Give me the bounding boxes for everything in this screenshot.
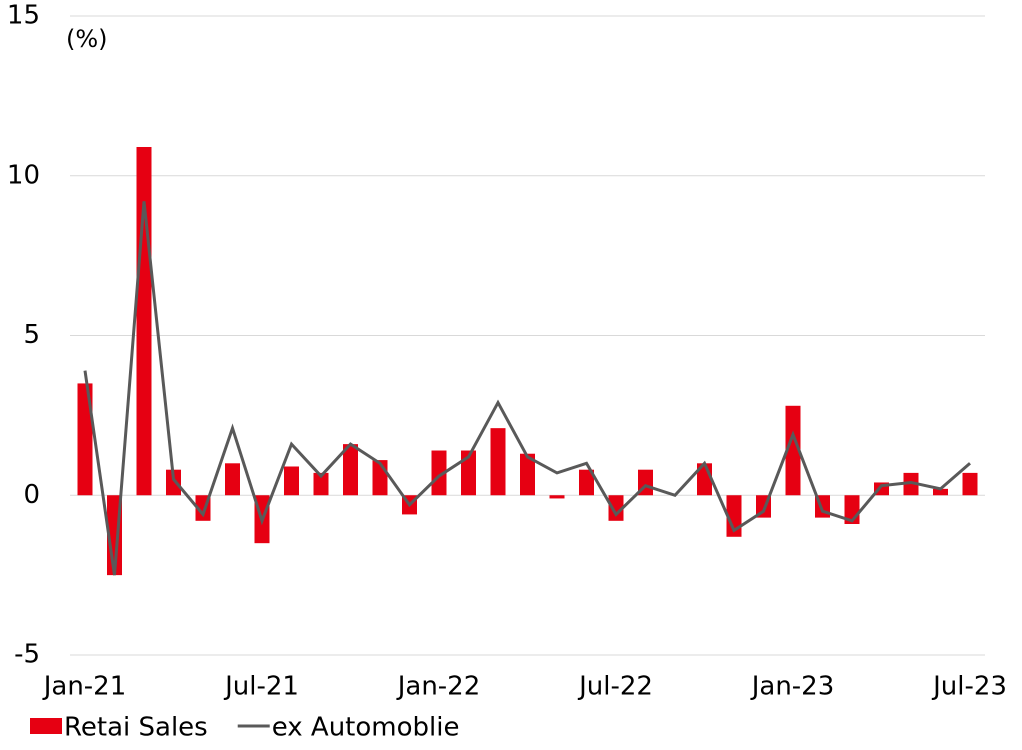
bar bbox=[962, 472, 978, 496]
bar bbox=[166, 469, 181, 496]
x-tick-label: Jan-21 bbox=[42, 672, 127, 702]
unit-label: (%) bbox=[66, 25, 108, 53]
x-tick-label: Jul-22 bbox=[577, 672, 653, 702]
bar bbox=[343, 444, 358, 496]
y-tick-label: 10 bbox=[7, 160, 40, 190]
bar bbox=[608, 495, 624, 521]
x-tick-label: Jul-21 bbox=[223, 672, 299, 702]
bar bbox=[461, 450, 476, 496]
bar bbox=[225, 463, 240, 496]
y-tick-label: -5 bbox=[14, 640, 40, 670]
bar bbox=[284, 466, 299, 496]
bar bbox=[903, 472, 919, 496]
x-tick-label: Jan-23 bbox=[750, 672, 835, 702]
x-tick-label: Jan-22 bbox=[396, 672, 481, 702]
y-tick-label: 0 bbox=[23, 480, 40, 510]
bar bbox=[785, 405, 801, 496]
bar bbox=[579, 469, 594, 496]
bar bbox=[549, 495, 565, 499]
y-tick-label: 5 bbox=[23, 320, 40, 350]
bar bbox=[490, 428, 506, 496]
bar bbox=[136, 146, 152, 496]
legend-swatch bbox=[30, 718, 62, 734]
bar bbox=[77, 383, 93, 496]
y-tick-label: 15 bbox=[7, 1, 40, 31]
line bbox=[83, 201, 971, 576]
legend-label: ex Automoblie bbox=[272, 713, 460, 743]
legend-label: Retai Sales bbox=[64, 713, 208, 743]
bar bbox=[933, 488, 948, 496]
bar bbox=[431, 450, 447, 496]
bar bbox=[313, 472, 329, 496]
x-tick-label: Jul-23 bbox=[931, 672, 1007, 702]
bar bbox=[520, 453, 535, 496]
